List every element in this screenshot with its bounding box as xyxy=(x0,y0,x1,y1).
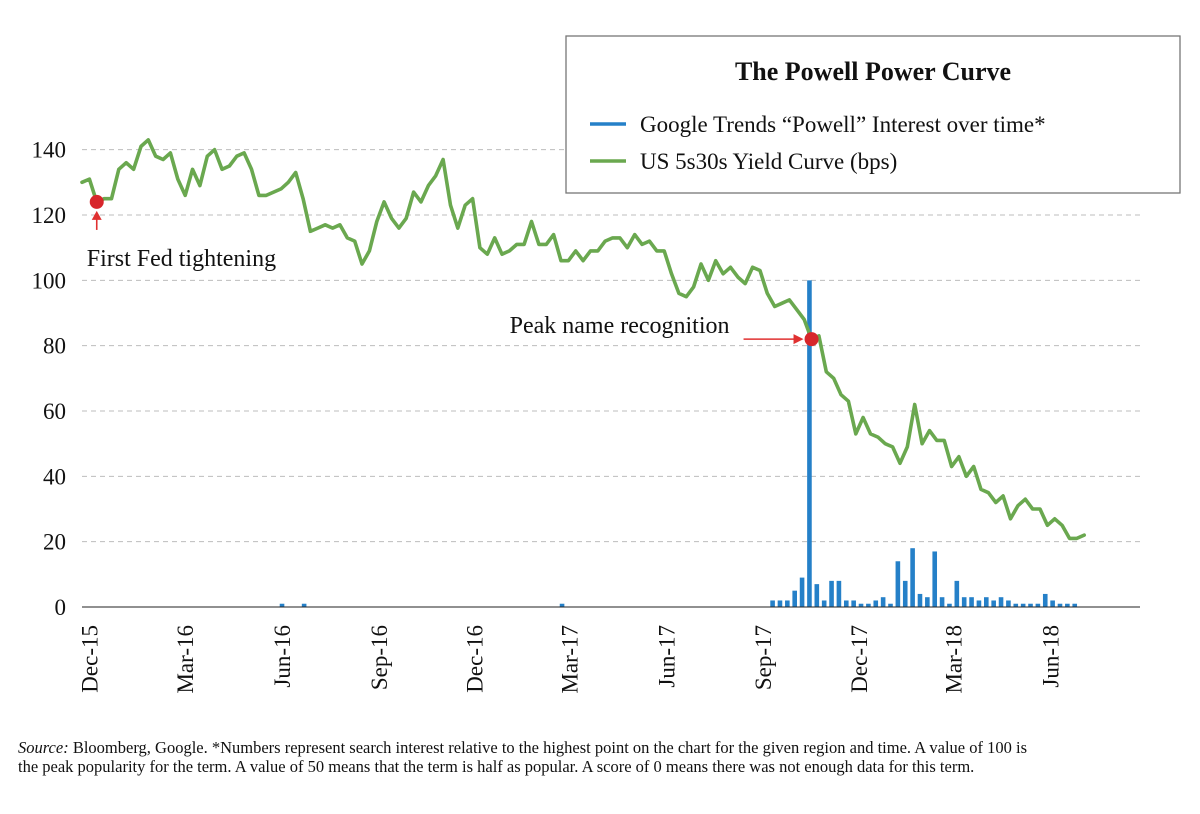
y-tick-label-40: 40 xyxy=(43,464,66,489)
trend-bar xyxy=(917,593,923,607)
y-tick-label-120: 120 xyxy=(32,203,67,228)
trend-bar xyxy=(910,548,915,607)
annotation-arrow-head xyxy=(91,210,102,220)
x-tick-label: Sep-16 xyxy=(367,625,392,690)
trend-bar xyxy=(961,597,967,607)
trend-bar xyxy=(984,597,989,607)
x-tick-label: Mar-17 xyxy=(557,625,582,694)
source-note: Source: Bloomberg, Google. *Numbers repr… xyxy=(18,738,1048,776)
annotation-peak-name-recognition: Peak name recognition xyxy=(510,313,730,339)
y-tick-label-60: 60 xyxy=(43,399,66,424)
trend-bar xyxy=(279,603,285,607)
trend-bar xyxy=(969,597,974,607)
trend-bar xyxy=(1013,603,1019,607)
trend-bar xyxy=(866,603,871,607)
x-tick-label: Mar-16 xyxy=(173,625,198,694)
y-tick-label-100: 100 xyxy=(32,268,67,293)
y-tick-label-0: 0 xyxy=(55,595,67,620)
y-tick-label-80: 80 xyxy=(43,334,66,359)
x-tick-label: Mar-18 xyxy=(942,625,967,694)
trend-bar xyxy=(873,600,879,607)
x-axis: Dec-15 Mar-16 Jun-16 Sep-16 Dec-16 Mar-17 Jun-… xyxy=(77,625,1063,694)
y-axis: 0 20 40 60 80 100 120 140 xyxy=(32,138,67,620)
trend-bar xyxy=(785,600,790,607)
x-tick-label: Dec-15 xyxy=(77,625,102,693)
x-tick-label: Dec-17 xyxy=(847,625,872,693)
gridlines xyxy=(82,149,1140,543)
annotation-arrow-head xyxy=(793,334,804,345)
trend-bar xyxy=(1028,603,1033,607)
x-tick-label: Dec-16 xyxy=(463,625,488,693)
trend-bar xyxy=(1035,603,1041,607)
trend-bar xyxy=(895,561,901,607)
trend-bar xyxy=(770,600,775,607)
source-label: Source: xyxy=(18,738,69,757)
trend-bar xyxy=(1050,600,1055,607)
trend-bar xyxy=(814,584,820,607)
trend-bar xyxy=(939,597,945,607)
trend-bar xyxy=(829,580,834,607)
trend-bar xyxy=(902,580,908,607)
trend-bar xyxy=(807,280,812,607)
trend-bar xyxy=(954,580,960,607)
trend-bar xyxy=(1065,603,1070,607)
trend-bar xyxy=(976,600,982,607)
chart-title: The Powell Power Curve xyxy=(735,57,1011,86)
trend-bar xyxy=(777,600,783,607)
trend-bar xyxy=(888,603,893,607)
legend-label-yield-curve: US 5s30s Yield Curve (bps) xyxy=(640,149,897,174)
annotations: First Fed tightening Peak name recognitio… xyxy=(87,194,819,347)
trend-bar xyxy=(1057,603,1063,607)
trend-bar xyxy=(880,597,886,607)
trend-bar xyxy=(851,600,856,607)
annotation-first-fed-tightening: First Fed tightening xyxy=(87,246,276,272)
trend-bar xyxy=(932,551,938,607)
trend-bar xyxy=(821,600,827,607)
x-tick-label: Sep-17 xyxy=(751,625,776,690)
trend-bar xyxy=(1020,603,1026,607)
trend-bar xyxy=(1072,603,1078,607)
y-tick-label-20: 20 xyxy=(43,530,66,555)
trend-bar xyxy=(1042,593,1048,607)
trend-bar xyxy=(559,603,565,607)
x-tick-label: Jun-16 xyxy=(270,625,295,688)
legend-box xyxy=(565,35,1181,194)
trend-bar xyxy=(991,600,996,607)
trend-bar xyxy=(792,590,798,607)
chart: 0 20 40 60 80 100 120 140 Dec-15 Mar-16 Jun-16 Sep… xyxy=(32,35,1181,694)
trend-bar xyxy=(301,603,307,607)
trend-bar xyxy=(858,603,864,607)
legend: The Powell Power Curve Google Trends “Po… xyxy=(565,35,1181,194)
x-tick-label: Jun-17 xyxy=(654,625,679,688)
annotation-marker xyxy=(89,194,104,209)
trend-bar xyxy=(1006,600,1011,607)
trend-bar xyxy=(799,577,805,607)
trend-bar xyxy=(843,600,849,607)
x-tick-label: Jun-18 xyxy=(1039,625,1064,688)
legend-label-google-trends: Google Trends “Powell” Interest over tim… xyxy=(640,112,1046,137)
trend-bar xyxy=(998,597,1004,607)
trend-bar xyxy=(947,603,952,607)
source-text: Bloomberg, Google. *Numbers represent se… xyxy=(18,738,1027,776)
yield-curve-line xyxy=(80,138,1086,541)
trend-bar xyxy=(836,580,842,607)
trend-bar xyxy=(925,597,930,607)
y-tick-label-140: 140 xyxy=(32,138,67,163)
annotation-marker xyxy=(804,332,819,347)
google-trends-bars xyxy=(279,280,1078,607)
